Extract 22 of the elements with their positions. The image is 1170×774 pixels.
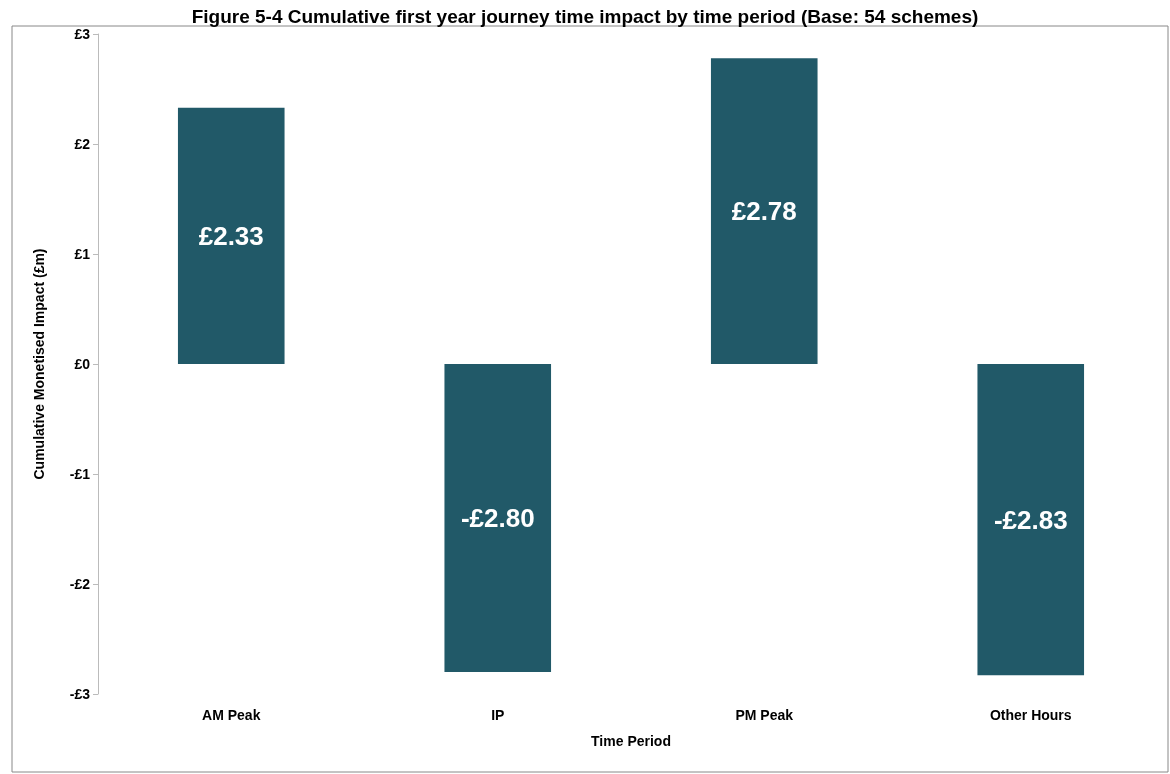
y-tick-label: -£2 [69,576,91,592]
x-axis-title: Time Period [591,733,671,749]
bar [177,107,285,364]
data-label: £2.78 [731,196,797,227]
y-tick-label: -£1 [69,466,91,482]
x-tick-label: Other Hours [989,707,1072,723]
chart-title: Figure 5-4 Cumulative first year journey time impact by time period (Base: 54 schemes) [191,6,979,27]
y-tick-label: -£3 [69,686,91,702]
y-tick-label: £0 [74,356,91,372]
x-tick-label: PM Peak [735,707,794,723]
bar [710,58,818,364]
y-tick-label: £3 [74,26,91,42]
x-tick-label: AM Peak [202,707,261,723]
data-label: £2.33 [198,220,264,251]
y-tick-label: £1 [74,246,91,262]
y-axis-title: Cumulative Monetised Impact (£m) [31,248,47,480]
bar [977,364,1085,676]
data-label: -£2.80 [460,503,535,533]
data-label: -£2.83 [993,504,1068,535]
bar [444,364,552,672]
x-tick-label: IP [491,707,505,723]
y-tick-label: £2 [74,136,91,152]
